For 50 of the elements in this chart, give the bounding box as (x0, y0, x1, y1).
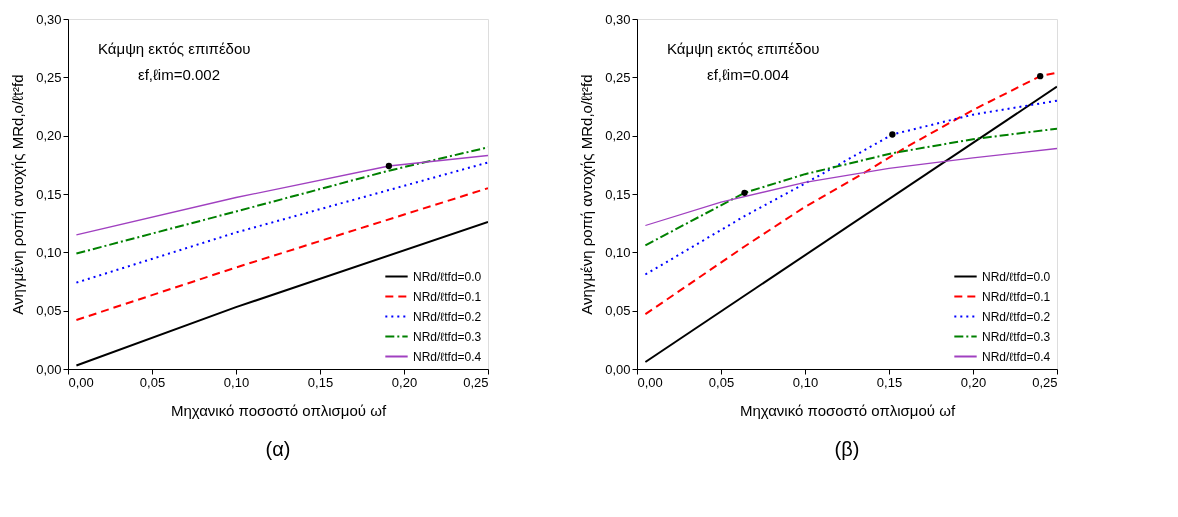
y-tick-label: 0,00 (36, 361, 62, 377)
x-tick-label: 0,25 (463, 374, 489, 390)
legend-label: NRd/ℓtfd=0.4 (982, 349, 1051, 364)
line-series (75, 154, 488, 236)
legend-label: NRd/ℓtfd=0.4 (413, 349, 482, 364)
annotation: εf,ℓim=0.002 (138, 66, 220, 83)
annotation: Κάμψη εκτός επιπέδου (667, 40, 820, 57)
text: (β) (834, 438, 860, 460)
x-tick-label: 0,10 (223, 374, 250, 390)
line-series (75, 146, 488, 255)
x-tick-label: 0,25 (1032, 374, 1058, 390)
y-tick-label: 0,05 (605, 303, 631, 319)
annotation: Κάμψη εκτός επιπέδου (98, 40, 251, 57)
x-tick-label: 0,10 (792, 374, 819, 390)
y-tick-label: 0,20 (605, 128, 631, 144)
x-tick-label: 0,20 (960, 374, 987, 390)
x-tick-label: 0,05 (139, 374, 166, 390)
y-tick-label: 0,15 (36, 186, 62, 202)
y-tick-label: 0,30 (36, 11, 62, 27)
y-tick-label: 0,15 (605, 186, 631, 202)
y-tick-label: 0,00 (605, 361, 631, 377)
y-axis-title: Ανηγμένη ροπή αντοχής MRd,o/ℓt²fd (578, 74, 596, 315)
legend-label: NRd/ℓtfd=0.0 (982, 269, 1051, 284)
x-tick-label: 0,20 (391, 374, 418, 390)
legend-label: NRd/ℓtfd=0.2 (982, 309, 1051, 324)
legend-label: NRd/ℓtfd=0.1 (413, 289, 482, 304)
y-tick-label: 0,20 (36, 128, 62, 144)
annotation: εf,ℓim=0.004 (707, 66, 789, 83)
y-tick-label: 0,30 (605, 11, 631, 27)
x-tick-label: 0,15 (307, 374, 334, 390)
y-tick-label: 0,10 (605, 244, 631, 260)
text: (α) (265, 438, 291, 460)
x-tick-label: 0,00 (68, 374, 94, 390)
x-axis-title: Μηχανικό ποσοστό οπλισμού ωf (739, 401, 956, 419)
x-tick-label: 0,15 (876, 374, 903, 390)
line-series (644, 127, 1057, 247)
y-tick-label: 0,05 (36, 303, 62, 319)
legend-label: NRd/ℓtfd=0.0 (413, 269, 482, 284)
legend-label: NRd/ℓtfd=0.3 (413, 329, 482, 344)
line-series (644, 147, 1057, 227)
x-axis-title: Μηχανικό ποσοστό οπλισμού ωf (170, 401, 387, 419)
x-tick-label: 0,05 (708, 374, 735, 390)
y-tick-label: 0,25 (605, 69, 631, 85)
y-tick-label: 0,10 (36, 244, 62, 260)
x-tick-label: 0,00 (637, 374, 663, 390)
y-tick-label: 0,25 (36, 69, 62, 85)
legend-label: NRd/ℓtfd=0.2 (413, 309, 482, 324)
y-axis-title: Ανηγμένη ροπή αντοχής MRd,o/ℓt²fd (9, 74, 27, 315)
legend-label: NRd/ℓtfd=0.3 (982, 329, 1051, 344)
legend-label: NRd/ℓtfd=0.1 (982, 289, 1051, 304)
